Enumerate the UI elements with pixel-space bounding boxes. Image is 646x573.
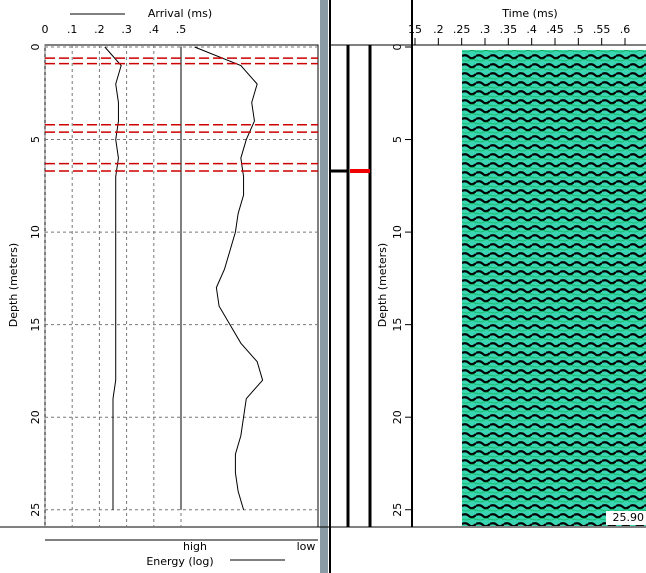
- y-tick-label: 20: [391, 410, 404, 424]
- x-tick-label: .4: [149, 23, 160, 36]
- x-tick-label: .5: [573, 23, 584, 36]
- x-tick-label: 0: [42, 23, 49, 36]
- y-tick-label: 25: [391, 503, 404, 517]
- x-tick-label: .3: [480, 23, 491, 36]
- y-tick-label: 0: [391, 44, 404, 51]
- y-tick-label: 0: [29, 44, 42, 51]
- y-axis-label: Depth (meters): [7, 243, 20, 327]
- x-tick-label: .2: [433, 23, 444, 36]
- y-tick-label: 5: [29, 136, 42, 143]
- x-axis-label: Arrival (ms): [148, 7, 212, 20]
- y-tick-label: 20: [29, 410, 42, 424]
- x-tick-label: .1: [67, 23, 78, 36]
- depth-readout: 25.90: [613, 511, 645, 524]
- y-axis-label: Depth (meters): [376, 243, 389, 327]
- x-tick-label: .25: [453, 23, 471, 36]
- x-tick-label: .55: [593, 23, 611, 36]
- y-tick-label: 25: [29, 503, 42, 517]
- seismic-image: [462, 50, 646, 526]
- x-tick-label: .2: [94, 23, 105, 36]
- log-curve: [194, 46, 264, 510]
- y-tick-label: 10: [391, 225, 404, 239]
- energy-label: low: [297, 540, 316, 553]
- y-tick-label: 5: [391, 136, 404, 143]
- energy-label: high: [183, 540, 207, 553]
- y-tick-label: 10: [29, 225, 42, 239]
- divider: [320, 0, 328, 573]
- x-tick-label: .3: [121, 23, 132, 36]
- x-tick-label: .4: [526, 23, 537, 36]
- y-tick-label: 15: [29, 318, 42, 332]
- x-tick-label: .45: [546, 23, 564, 36]
- x-tick-label: .5: [176, 23, 187, 36]
- x-tick-label: 15: [408, 23, 422, 36]
- readout-box: [606, 511, 646, 525]
- x-tick-label: .6: [620, 23, 631, 36]
- x-tick-label: .35: [500, 23, 518, 36]
- energy-axis-label: Energy (log): [146, 555, 213, 568]
- y-tick-label: 15: [391, 318, 404, 332]
- x-axis-label: Time (ms): [501, 7, 557, 20]
